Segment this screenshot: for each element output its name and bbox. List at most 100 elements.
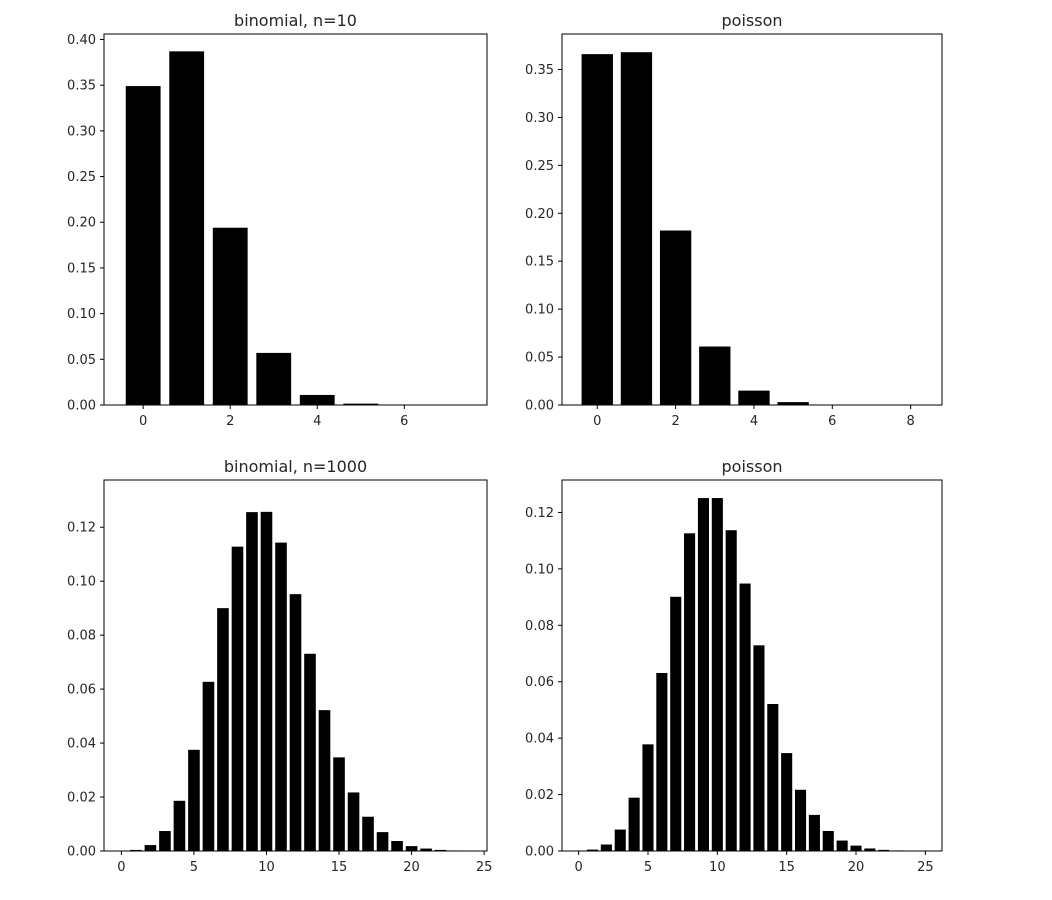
y-tick-label: 0.10 [67, 575, 96, 590]
bar-x4 [628, 797, 640, 851]
bar-x16 [347, 792, 360, 851]
x-tick-label: 10 [258, 860, 275, 875]
bar-x5 [642, 744, 654, 851]
y-tick-label: 0.35 [67, 79, 96, 94]
x-tick-label: 0 [593, 414, 601, 429]
bar-x2 [212, 227, 248, 405]
chart-binomial-n1000: binomial, n=1000 0 5 10 15 20 25 0.00 0.02 0.04 0.… [67, 457, 492, 875]
y-tick-label: 0.00 [67, 845, 96, 860]
bar-x6 [202, 681, 215, 851]
bar-x18 [376, 832, 389, 851]
bar-x5 [343, 403, 379, 405]
x-tick-label: 25 [917, 860, 934, 875]
bar-x22 [878, 849, 890, 851]
bar-x13 [304, 653, 316, 851]
bar-x2 [659, 230, 692, 405]
bar-x2 [144, 845, 157, 851]
axes-frame [561, 33, 943, 406]
x-tick-label: 20 [848, 860, 865, 875]
x-tick-label: 15 [778, 860, 795, 875]
y-tick-label: 0.08 [525, 619, 554, 634]
y-tick-label: 0.12 [525, 506, 554, 521]
bar-x19 [391, 841, 403, 851]
x-tick-label: 15 [331, 860, 348, 875]
bar-x9 [246, 512, 258, 851]
bar-x1 [169, 51, 205, 406]
bar-x17 [362, 816, 374, 851]
bar-x7 [217, 608, 229, 851]
bar-x3 [699, 346, 731, 405]
x-tick-label: 4 [313, 414, 321, 429]
bar-x4 [299, 394, 335, 405]
y-tick-label: 0.10 [525, 562, 554, 577]
bar-x12 [289, 594, 302, 851]
bar-x7 [670, 596, 682, 851]
x-tick-label: 5 [644, 860, 652, 875]
chart-title: poisson [722, 457, 783, 476]
bar-x12 [739, 583, 751, 851]
bar-x19 [836, 840, 848, 851]
y-tick-label: 0.12 [67, 521, 96, 536]
bar-x1 [620, 52, 653, 406]
bar-x20 [850, 845, 862, 851]
x-tick-label: 8 [907, 414, 915, 429]
y-tick-label: 0.04 [67, 737, 96, 752]
x-tick-label: 6 [400, 414, 408, 429]
y-tick-label: 0.15 [67, 261, 96, 276]
bar-x11 [275, 542, 287, 851]
chart-binomial-n10: binomial, n=10 0 2 4 6 0.00 0.05 0.10 0.15 0.20 0.… [67, 11, 488, 429]
y-tick-label: 0.05 [525, 351, 554, 366]
chart-title: binomial, n=1000 [224, 457, 367, 476]
bar-x15 [333, 757, 345, 851]
axes-frame [103, 479, 488, 852]
chart-title: poisson [722, 11, 783, 30]
bar-x8 [231, 546, 244, 851]
y-tick-label: 0.25 [525, 159, 554, 174]
bar-x0 [581, 54, 613, 405]
bar-x20 [405, 846, 418, 851]
x-tick-label: 10 [709, 860, 726, 875]
y-tick-label: 0.20 [525, 207, 554, 222]
y-tick-label: 0.25 [67, 170, 96, 185]
bar-x11 [725, 530, 737, 851]
bar-x2 [600, 844, 612, 851]
bar-x22 [434, 849, 447, 851]
bar-x5 [777, 402, 809, 405]
y-tick-label: 0.20 [67, 216, 96, 231]
bar-x18 [822, 830, 834, 851]
chart-poisson-top: poisson 0 2 4 6 8 0.00 0.05 0.10 0.15 0.20 0.25 0.30… [525, 11, 943, 429]
bar-x3 [159, 831, 171, 851]
bar-x4 [738, 390, 770, 405]
y-tick-label: 0.15 [525, 255, 554, 270]
bar-x5 [188, 749, 200, 851]
x-tick-label: 0 [117, 860, 125, 875]
y-tick-label: 0.40 [67, 33, 96, 48]
bar-x6 [656, 672, 668, 851]
y-tick-label: 0.00 [525, 399, 554, 414]
y-tick-label: 0.00 [67, 399, 96, 414]
y-tick-label: 0.06 [67, 683, 96, 698]
y-tick-label: 0.00 [525, 845, 554, 860]
bar-x17 [808, 814, 820, 851]
bar-x16 [794, 789, 807, 851]
x-tick-label: 25 [476, 860, 493, 875]
axes-frame [103, 33, 488, 406]
y-tick-label: 0.08 [67, 629, 96, 644]
bar-x10 [711, 498, 723, 851]
bar-x1 [586, 849, 599, 851]
y-tick-label: 0.04 [525, 732, 554, 747]
x-tick-label: 0 [139, 414, 147, 429]
bar-x21 [420, 848, 432, 851]
x-tick-label: 20 [403, 860, 420, 875]
axes-frame [561, 479, 943, 852]
bar-x14 [318, 710, 331, 851]
x-tick-label: 4 [750, 414, 758, 429]
x-tick-label: 5 [190, 860, 198, 875]
bar-x14 [767, 704, 779, 851]
bar-x21 [864, 848, 876, 851]
bar-x13 [753, 645, 765, 851]
bar-x4 [173, 800, 186, 851]
y-tick-label: 0.06 [525, 675, 554, 690]
bar-x15 [781, 753, 793, 851]
